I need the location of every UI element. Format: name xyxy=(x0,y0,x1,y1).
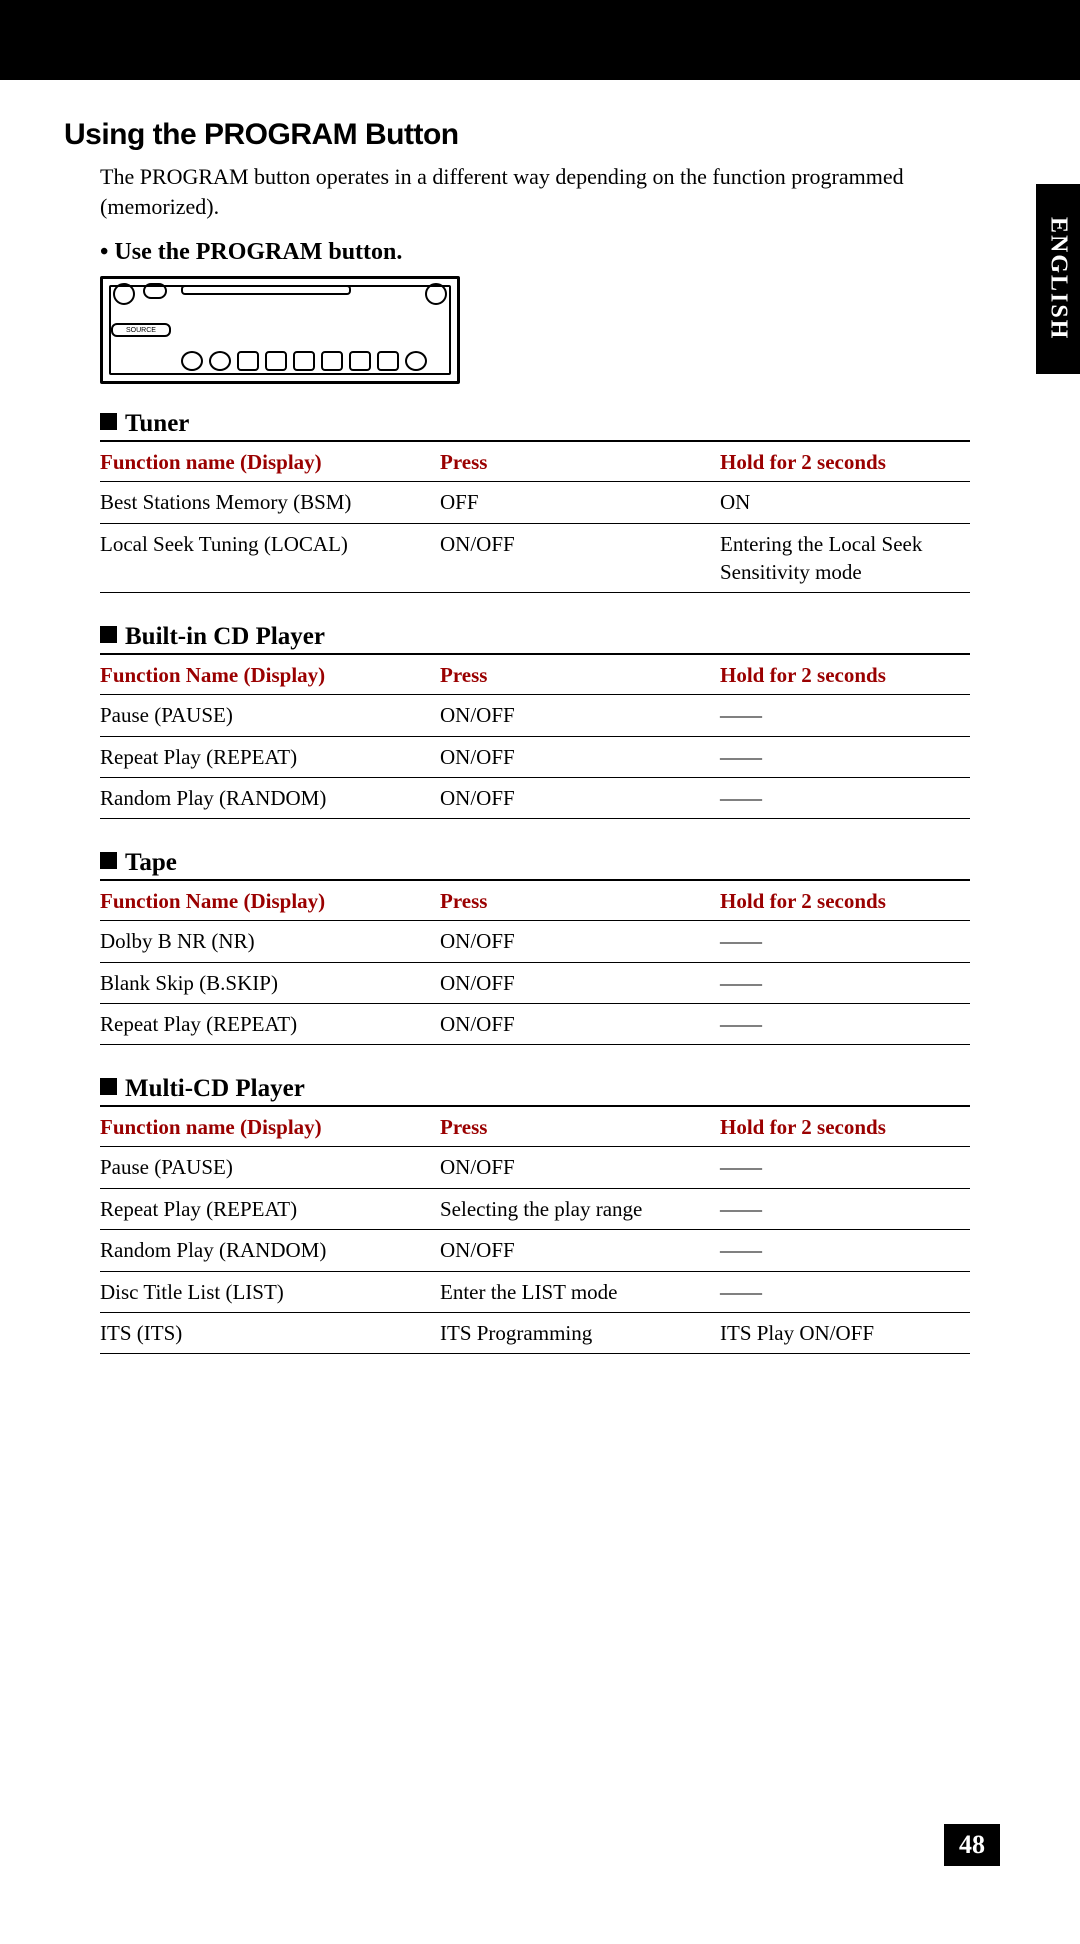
table-cell: Repeat Play (REPEAT) xyxy=(100,1004,440,1045)
table-row: Repeat Play (REPEAT)ON/OFF—— xyxy=(100,1004,970,1045)
tbody-cd: Pause (PAUSE)ON/OFF——Repeat Play (REPEAT… xyxy=(100,695,970,819)
table-cell: Entering the Local Seek Sensitivity mode xyxy=(720,523,970,593)
th: Press xyxy=(440,659,720,695)
subhead-tape-label: Tape xyxy=(125,849,177,876)
tbody-multicd: Pause (PAUSE)ON/OFF——Repeat Play (REPEAT… xyxy=(100,1147,970,1354)
subhead-multicd: Multi-CD Player xyxy=(100,1075,970,1107)
page-number: 48 xyxy=(944,1824,1000,1866)
tbody-tuner: Best Stations Memory (BSM)OFFONLocal See… xyxy=(100,482,970,593)
table-row: Repeat Play (REPEAT)Selecting the play r… xyxy=(100,1188,970,1229)
subhead-tape: Tape xyxy=(100,849,970,881)
table-cell: —— xyxy=(720,778,970,819)
table-cell: —— xyxy=(720,736,970,777)
table-cell: Repeat Play (REPEAT) xyxy=(100,1188,440,1229)
table-row: Pause (PAUSE)ON/OFF—— xyxy=(100,1147,970,1188)
table-cell: —— xyxy=(720,1004,970,1045)
table-cell: OFF xyxy=(440,482,720,523)
table-cell: ON/OFF xyxy=(440,523,720,593)
table-cell: Random Play (RANDOM) xyxy=(100,778,440,819)
table-cell: —— xyxy=(720,1230,970,1271)
table-cell: Pause (PAUSE) xyxy=(100,695,440,736)
table-row: Best Stations Memory (BSM)OFFON xyxy=(100,482,970,523)
table-tuner: Function name (Display) Press Hold for 2… xyxy=(100,446,970,593)
table-cell: ITS Play ON/OFF xyxy=(720,1312,970,1353)
table-row: Pause (PAUSE)ON/OFF—— xyxy=(100,695,970,736)
table-cell: Best Stations Memory (BSM) xyxy=(100,482,440,523)
table-row: Dolby B NR (NR)ON/OFF—— xyxy=(100,921,970,962)
page-title: Using the PROGRAM Button xyxy=(64,118,1000,152)
table-cell: ON/OFF xyxy=(440,695,720,736)
table-cell: —— xyxy=(720,1147,970,1188)
table-cell: ON/OFF xyxy=(440,1147,720,1188)
page-content: ENGLISH Using the PROGRAM Button The PRO… xyxy=(0,80,1080,1354)
table-cell: Enter the LIST mode xyxy=(440,1271,720,1312)
language-tab-label: ENGLISH xyxy=(1045,217,1072,340)
th: Hold for 2 seconds xyxy=(720,885,970,921)
table-cell: Random Play (RANDOM) xyxy=(100,1230,440,1271)
table-cell: ON xyxy=(720,482,970,523)
table-cell: —— xyxy=(720,1271,970,1312)
table-cell: —— xyxy=(720,695,970,736)
table-row: Random Play (RANDOM)ON/OFF—— xyxy=(100,1230,970,1271)
table-cell: ON/OFF xyxy=(440,962,720,1003)
table-cell: ITS Programming xyxy=(440,1312,720,1353)
table-cell: Pause (PAUSE) xyxy=(100,1147,440,1188)
table-cell: Disc Title List (LIST) xyxy=(100,1271,440,1312)
th: Function name (Display) xyxy=(100,1111,440,1147)
table-cell: —— xyxy=(720,1188,970,1229)
table-cell: —— xyxy=(720,921,970,962)
subhead-cd-label: Built-in CD Player xyxy=(125,623,325,650)
table-cell: ON/OFF xyxy=(440,1004,720,1045)
footer-area: 48 xyxy=(0,1384,1080,1944)
table-tape: Function Name (Display) Press Hold for 2… xyxy=(100,885,970,1045)
table-row: Repeat Play (REPEAT)ON/OFF—— xyxy=(100,736,970,777)
table-cell: —— xyxy=(720,962,970,1003)
tbody-tape: Dolby B NR (NR)ON/OFF——Blank Skip (B.SKI… xyxy=(100,921,970,1045)
table-cell: Blank Skip (B.SKIP) xyxy=(100,962,440,1003)
table-cell: ON/OFF xyxy=(440,921,720,962)
subhead-tuner-label: Tuner xyxy=(125,410,189,437)
device-illustration: SOURCE xyxy=(100,276,460,384)
table-row: Local Seek Tuning (LOCAL)ON/OFFEntering … xyxy=(100,523,970,593)
table-cell: Repeat Play (REPEAT) xyxy=(100,736,440,777)
table-cell: Selecting the play range xyxy=(440,1188,720,1229)
subhead-tuner: Tuner xyxy=(100,410,970,442)
table-cell: ITS (ITS) xyxy=(100,1312,440,1353)
th: Hold for 2 seconds xyxy=(720,446,970,482)
table-row: Random Play (RANDOM)ON/OFF—— xyxy=(100,778,970,819)
table-cell: ON/OFF xyxy=(440,1230,720,1271)
subhead-multicd-label: Multi-CD Player xyxy=(125,1075,305,1102)
table-cell: Dolby B NR (NR) xyxy=(100,921,440,962)
intro-paragraph: The PROGRAM button operates in a differe… xyxy=(100,162,920,221)
th: Hold for 2 seconds xyxy=(720,1111,970,1147)
table-multicd: Function name (Display) Press Hold for 2… xyxy=(100,1111,970,1354)
table-cell: ON/OFF xyxy=(440,736,720,777)
table-cell: ON/OFF xyxy=(440,778,720,819)
th: Press xyxy=(440,885,720,921)
th: Hold for 2 seconds xyxy=(720,659,970,695)
th: Function Name (Display) xyxy=(100,659,440,695)
table-cd: Function Name (Display) Press Hold for 2… xyxy=(100,659,970,819)
bullet-instruction: • Use the PROGRAM button. xyxy=(100,239,1000,266)
top-black-bar xyxy=(0,0,1080,80)
th: Press xyxy=(440,446,720,482)
th: Function name (Display) xyxy=(100,446,440,482)
table-cell: Local Seek Tuning (LOCAL) xyxy=(100,523,440,593)
language-tab: ENGLISH xyxy=(1036,184,1080,374)
table-row: Blank Skip (B.SKIP)ON/OFF—— xyxy=(100,962,970,1003)
table-row: ITS (ITS)ITS ProgrammingITS Play ON/OFF xyxy=(100,1312,970,1353)
th: Press xyxy=(440,1111,720,1147)
subhead-cd: Built-in CD Player xyxy=(100,623,970,655)
th: Function Name (Display) xyxy=(100,885,440,921)
table-row: Disc Title List (LIST)Enter the LIST mod… xyxy=(100,1271,970,1312)
